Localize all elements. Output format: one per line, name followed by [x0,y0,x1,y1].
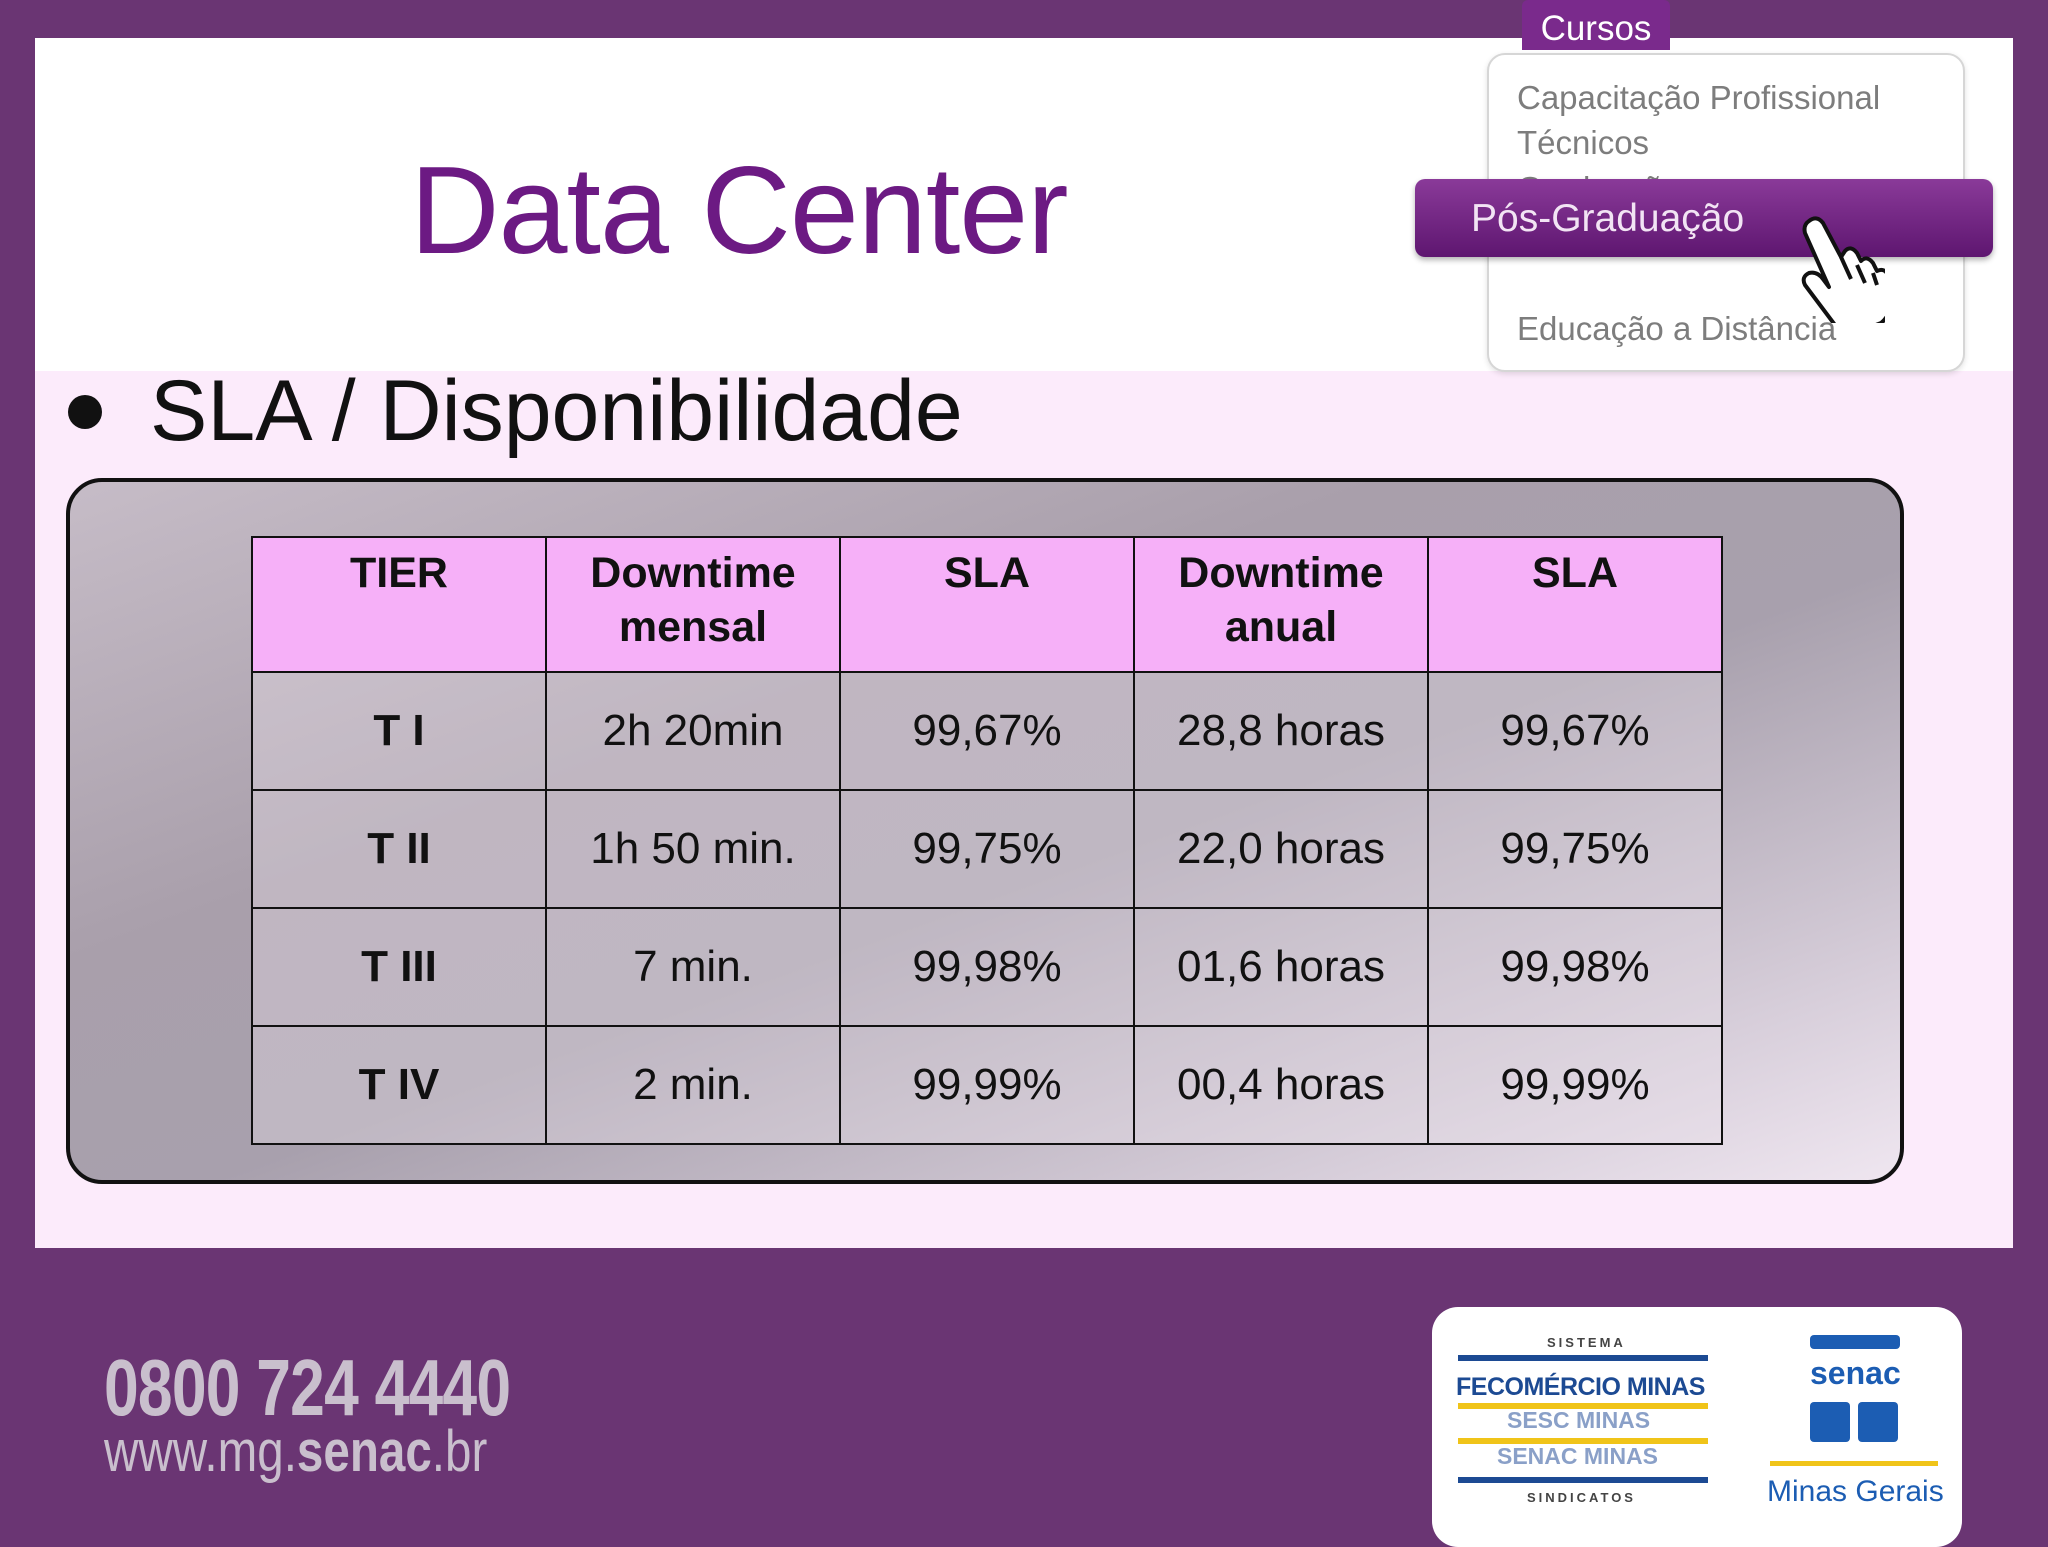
logo-senac-minas: SENAC MINAS [1497,1443,1659,1469]
cell-downtime-anual: 00,4 horas [1133,1025,1429,1145]
cell-downtime-anual: 22,0 horas [1133,789,1429,909]
header-downtime-mensal: Downtime mensal [545,536,841,673]
cell-sla: 99,99% [839,1025,1135,1145]
logo-bar [1458,1477,1708,1483]
header-sla-anual: SLA [1427,536,1723,673]
cell-downtime-mensal: 2h 20min [545,671,841,791]
cell-sla: 99,99% [1427,1025,1723,1145]
header-sla-mensal: SLA [839,536,1135,673]
page-title: Data Center [410,142,1069,280]
logo-sesc: SESC MINAS [1507,1407,1651,1433]
senac-logo-icon [1810,1335,1900,1349]
cell-downtime-anual: 01,6 horas [1133,907,1429,1027]
menu-item-capacitacao[interactable]: Capacitação Profissional [1517,79,1881,116]
header-downtime-anual: Downtime anual [1133,536,1429,673]
table-row: T I 2h 20min 99,67% 28,8 horas 99,67% [251,671,1723,791]
table-row: T II 1h 50 min. 99,75% 22,0 horas 99,75% [251,789,1723,909]
cell-sla: 99,98% [839,907,1135,1027]
hand-cursor-icon [1801,216,1885,323]
menu-item-ead[interactable]: Educação a Distância [1517,310,1837,347]
cell-tier: T IV [251,1025,547,1145]
logo-bar [1458,1438,1708,1444]
header-tier: TIER [251,536,547,673]
logo-fecomercio: FECOMÉRCIO MINAS [1456,1373,1705,1401]
cell-downtime-mensal: 7 min. [545,907,841,1027]
logo-sistema-text: SISTEMA [1547,1335,1626,1350]
senac-logo-icon [1810,1402,1850,1442]
cell-downtime-mensal: 2 min. [545,1025,841,1145]
senac-logo-icon [1858,1402,1898,1442]
cell-downtime-mensal: 1h 50 min. [545,789,841,909]
phone-number: 0800 724 4440 [104,1343,511,1432]
menu-item-pos-graduacao[interactable]: Pós-Graduação [1415,179,1993,257]
website-url[interactable]: www.mg.senac.br [104,1419,488,1484]
bullet-text: SLA / Disponibilidade [150,363,963,459]
cell-sla: 99,75% [839,789,1135,909]
cell-tier: T I [251,671,547,791]
bullet-dot [68,395,102,429]
cell-sla: 99,67% [1427,671,1723,791]
logo-sindicatos: SINDICATOS [1527,1490,1636,1505]
logo-bar [1458,1355,1708,1361]
cell-tier: T III [251,907,547,1027]
cell-sla: 99,75% [1427,789,1723,909]
senac-wordmark: senac [1810,1355,1901,1391]
logo-bar [1458,1403,1708,1409]
logo-region: Minas Gerais [1767,1475,1944,1508]
cell-tier: T II [251,789,547,909]
partner-logos: SISTEMA FECOMÉRCIO MINAS SESC MINAS SENA… [1432,1307,1962,1547]
logo-divider [1770,1461,1938,1466]
cell-sla: 99,98% [1427,907,1723,1027]
table-header-row: TIER Downtime mensal SLA Downtime anual SL… [251,536,1723,673]
cell-sla: 99,67% [839,671,1135,791]
table-row: T III 7 min. 99,98% 01,6 horas 99,98% [251,907,1723,1027]
table-row: T IV 2 min. 99,99% 00,4 horas 99,99% [251,1025,1723,1145]
cell-downtime-anual: 28,8 horas [1133,671,1429,791]
menu-item-tecnicos[interactable]: Técnicos [1517,124,1650,161]
courses-tab[interactable]: Cursos [1522,0,1670,50]
sla-table: TIER Downtime mensal SLA Downtime anual SL… [251,536,1723,1145]
